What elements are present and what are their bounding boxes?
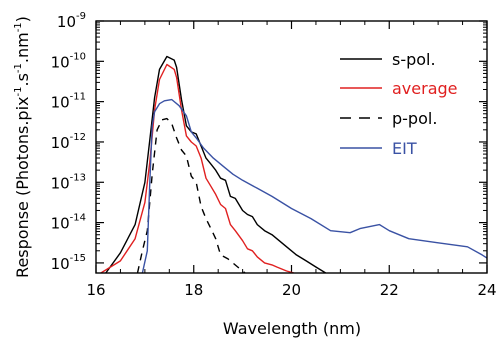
y-tick-label: 10-11 — [51, 92, 86, 112]
series-line-p-pol — [136, 117, 246, 273]
x-tick-label: 24 — [477, 281, 496, 299]
legend-label: average — [392, 79, 458, 98]
x-tick-label: 18 — [184, 281, 203, 299]
plot-frame — [95, 20, 488, 274]
y-tick-label: 10-14 — [51, 213, 86, 233]
y-tick-label: 10-15 — [51, 253, 86, 273]
legend: s-pol. average p-pol. EIT — [340, 50, 458, 158]
series-layer — [100, 55, 487, 273]
x-tick-label: 16 — [86, 281, 105, 299]
x-tick-label: 22 — [380, 281, 399, 299]
y-tick-label: 10-12 — [51, 132, 86, 152]
y-tick-label: 10-10 — [51, 51, 86, 71]
y-tick-labels: 10-9 10-10 10-11 10-12 10-13 10-14 10-15 — [51, 11, 86, 273]
x-tick-label: 20 — [282, 281, 301, 299]
series-line-s-pol — [105, 55, 327, 273]
series-line-eit — [141, 98, 487, 273]
y-tick-label: 10-9 — [57, 11, 86, 31]
legend-label: s-pol. — [392, 50, 436, 69]
y-axis-label: Response (Photons.pix-1.s-1.nm-1) — [13, 16, 32, 278]
x-tick-labels: 16 18 20 22 24 — [86, 281, 496, 299]
x-axis-label: Wavelength (nm) — [223, 319, 361, 338]
legend-label: p-pol. — [392, 109, 437, 128]
legend-label: EIT — [392, 139, 417, 158]
y-tick-label: 10-13 — [51, 172, 86, 192]
series-line-average — [100, 63, 295, 273]
